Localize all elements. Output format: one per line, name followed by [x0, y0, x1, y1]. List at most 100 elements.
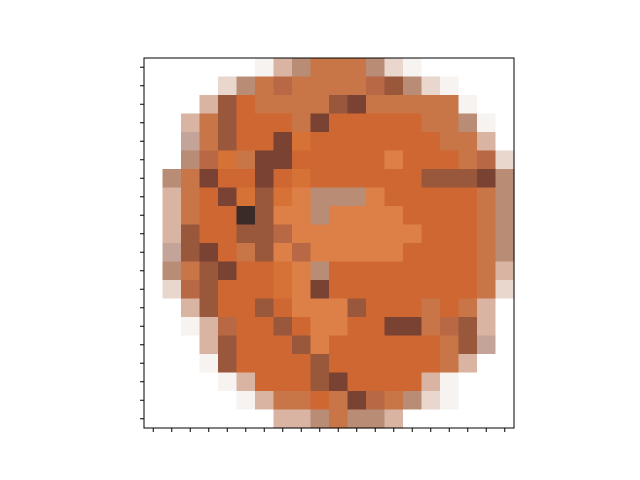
pixel-cell	[366, 113, 386, 133]
pixel-cell	[236, 169, 256, 189]
pixel-cell	[292, 335, 312, 355]
pixel-cell	[366, 409, 386, 429]
pixel-cell	[255, 243, 275, 263]
pixel-cell	[181, 169, 201, 189]
pixel-cell	[329, 224, 349, 244]
pixel-cell	[477, 95, 497, 115]
pixel-cell	[403, 354, 423, 374]
pixel-cell	[366, 243, 386, 263]
pixel-cell	[310, 76, 330, 96]
pixel-cell	[366, 224, 386, 244]
pixel-cell	[403, 206, 423, 226]
pixel-cell	[384, 261, 404, 281]
pixel-cell	[477, 298, 497, 318]
pixel-cell	[144, 76, 164, 96]
pixel-cell	[329, 95, 349, 115]
pixel-cell	[458, 169, 478, 189]
pixel-cell	[292, 372, 312, 392]
pixel-cell	[421, 280, 441, 300]
pixel-cell	[273, 224, 293, 244]
pixel-cell	[236, 391, 256, 411]
pixel-cell	[495, 354, 515, 374]
pixel-cell	[144, 169, 164, 189]
pixel-cell	[495, 76, 515, 96]
pixel-cell	[181, 298, 201, 318]
pixel-cell	[218, 317, 238, 337]
pixel-cell	[144, 187, 164, 207]
pixel-cell	[458, 243, 478, 263]
pixel-cell	[310, 298, 330, 318]
pixel-cell	[144, 95, 164, 115]
pixel-cell	[347, 372, 367, 392]
pixel-cell	[310, 206, 330, 226]
pixel-cell	[421, 391, 441, 411]
pixel-cell	[199, 169, 219, 189]
pixel-cell	[458, 354, 478, 374]
pixel-cell	[495, 317, 515, 337]
pixel-cell	[162, 113, 182, 133]
pixel-cell	[495, 280, 515, 300]
pixel-cell	[218, 187, 238, 207]
pixel-cell	[236, 224, 256, 244]
pixel-cell	[366, 298, 386, 318]
pixel-cell	[218, 243, 238, 263]
pixel-cell	[366, 280, 386, 300]
pixel-cell	[292, 206, 312, 226]
pixel-cell	[310, 187, 330, 207]
pixel-cell	[477, 335, 497, 355]
pixel-cell	[292, 354, 312, 374]
pixel-cell	[347, 187, 367, 207]
pixel-cell	[440, 206, 460, 226]
pixel-cell	[273, 243, 293, 263]
pixel-cell	[310, 335, 330, 355]
pixel-cell	[218, 280, 238, 300]
pixel-cell	[144, 224, 164, 244]
pixel-cell	[199, 132, 219, 152]
pixel-cell	[440, 169, 460, 189]
basketball-pixel-image	[144, 58, 515, 429]
pixel-cell	[347, 391, 367, 411]
pixel-cell	[421, 298, 441, 318]
pixel-cell	[495, 335, 515, 355]
pixel-cell	[199, 409, 219, 429]
pixel-cell	[218, 298, 238, 318]
pixel-cell	[384, 169, 404, 189]
pixel-cell	[236, 95, 256, 115]
pixel-cell	[255, 76, 275, 96]
pixel-cell	[477, 354, 497, 374]
pixel-cell	[199, 224, 219, 244]
pixel-cell	[366, 58, 386, 78]
pixel-cell	[366, 150, 386, 170]
pixel-cell	[384, 298, 404, 318]
pixel-cell	[366, 187, 386, 207]
pixel-cell	[403, 58, 423, 78]
pixel-cell	[236, 409, 256, 429]
pixel-cell	[162, 206, 182, 226]
pixel-cell	[181, 132, 201, 152]
pixel-cell	[292, 132, 312, 152]
pixel-cell	[218, 169, 238, 189]
pixel-cell	[366, 132, 386, 152]
pixel-cell	[162, 280, 182, 300]
pixel-cell	[199, 280, 219, 300]
pixel-cell	[495, 298, 515, 318]
pixel-cell	[181, 261, 201, 281]
pixel-cell	[495, 261, 515, 281]
pixel-cell	[310, 280, 330, 300]
pixel-cell	[347, 224, 367, 244]
pixel-cell	[403, 113, 423, 133]
pixel-cell	[292, 187, 312, 207]
pixel-cell	[440, 335, 460, 355]
pixel-cell	[255, 224, 275, 244]
pixel-cell	[162, 224, 182, 244]
pixel-cell	[347, 113, 367, 133]
pixel-cell	[329, 76, 349, 96]
pixel-cell	[292, 169, 312, 189]
pixel-cell	[440, 409, 460, 429]
pixel-cell	[199, 335, 219, 355]
pixel-cell	[255, 58, 275, 78]
pixel-cell	[236, 280, 256, 300]
pixel-cell	[347, 261, 367, 281]
pixel-cell	[199, 261, 219, 281]
pixel-cell	[347, 58, 367, 78]
